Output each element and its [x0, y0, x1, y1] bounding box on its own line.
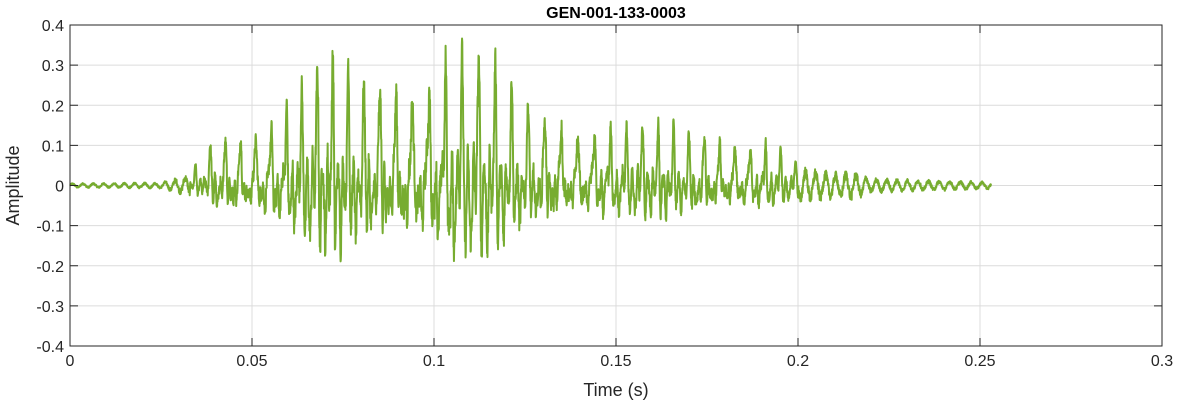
- y-axis-label: Amplitude: [3, 145, 23, 225]
- x-tick-label: 0.3: [1151, 353, 1173, 370]
- ticks: 0 0.05 0.1 0.15 0.2 0.25 0.3 0.4 0.3 0.2 0.1 0 -0.1 -…: [36, 18, 1173, 370]
- x-tick-label: 0: [66, 353, 75, 370]
- y-tick-label: -0.4: [36, 339, 64, 356]
- x-tick-label: 0.2: [787, 353, 809, 370]
- y-tick-label: 0: [55, 179, 64, 196]
- x-tick-label: 0.25: [964, 353, 995, 370]
- y-tick-label: 0.3: [42, 58, 64, 75]
- waveform-line: [69, 37, 992, 263]
- y-tick-label: -0.1: [36, 219, 64, 236]
- chart-title: GEN-001-133-0003: [546, 5, 686, 22]
- x-tick-label: 0.1: [423, 353, 445, 370]
- y-tick-label: -0.3: [36, 299, 64, 316]
- y-tick-label: 0.1: [42, 138, 64, 155]
- waveform: [69, 37, 992, 263]
- y-tick-label: 0.2: [42, 98, 64, 115]
- x-tick-label: 0.05: [236, 353, 267, 370]
- y-tick-label: 0.4: [42, 18, 64, 35]
- x-tick-label: 0.15: [600, 353, 631, 370]
- x-axis-label: Time (s): [583, 380, 648, 400]
- y-tick-label: -0.2: [36, 259, 64, 276]
